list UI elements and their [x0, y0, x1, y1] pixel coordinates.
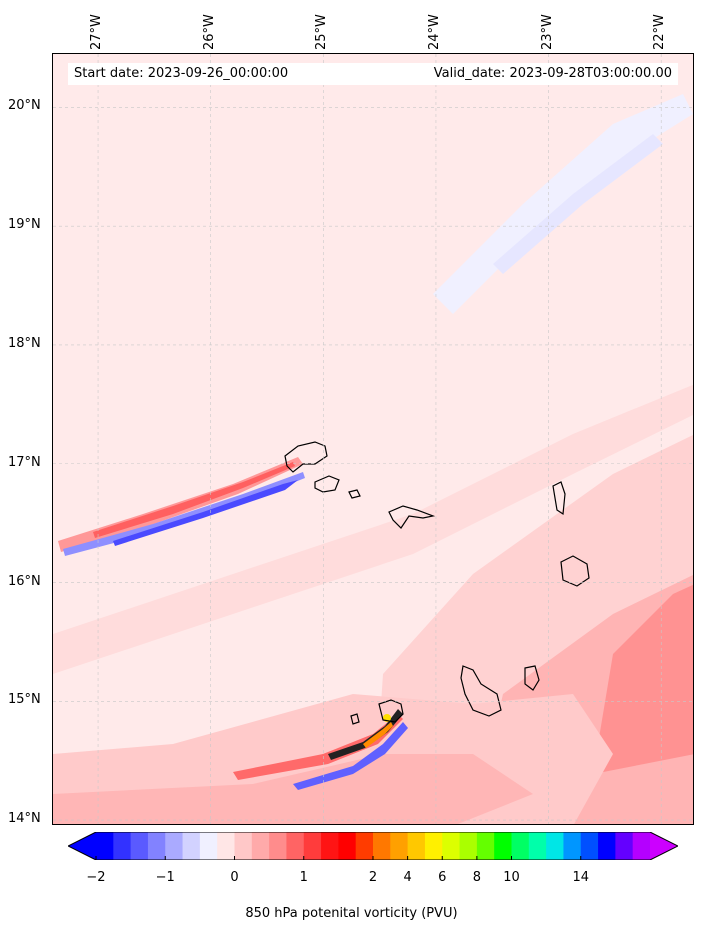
- island-brava: [350, 713, 360, 725]
- colorbar-swatch: [269, 832, 287, 860]
- colorbar-tick-label: 14: [572, 870, 590, 885]
- colorbar-swatch: [165, 832, 184, 860]
- pv-streak-blue-core-north: [113, 480, 298, 546]
- pv-contour-south-medium: [53, 754, 533, 824]
- colorbar-swatch: [546, 832, 564, 860]
- lon-tick-label: 23°W: [539, 14, 555, 50]
- valid-date-label: Valid_date: 2023-09-28T03:00:00.00: [408, 63, 678, 85]
- pv-contour-strong-east: [593, 584, 693, 774]
- map-gridlines: [53, 54, 693, 824]
- colorbar-tick-label: 4: [403, 870, 412, 885]
- colorbar-tick-label: 8: [472, 870, 482, 885]
- colorbar-tick-label: −1: [155, 870, 175, 885]
- island-maio: [524, 665, 540, 691]
- island-santo-antao: [284, 441, 328, 473]
- colorbar-swatch: [511, 832, 530, 860]
- island-sao-nicolau: [388, 505, 436, 529]
- pv-streak-red-south: [233, 714, 403, 780]
- colorbar-swatch: [130, 832, 149, 860]
- colorbar-swatch: [424, 832, 443, 860]
- start-date-label: Start date: 2023-09-26_00:00:00: [68, 63, 414, 85]
- colorbar-swatch: [390, 832, 409, 860]
- island-outlines: [284, 441, 590, 725]
- lon-tick-label: 24°W: [426, 14, 442, 50]
- pv-shading: [53, 94, 693, 824]
- lat-tick-label: 16°N: [8, 573, 41, 589]
- colorbar-swatch: [147, 832, 166, 860]
- lon-tick-label: 22°W: [652, 14, 668, 50]
- colorbar: [66, 831, 680, 861]
- lon-tick-label: 25°W: [314, 14, 330, 50]
- colorbar-swatch: [373, 832, 391, 860]
- colorbar-swatch: [494, 832, 512, 860]
- island-sal: [552, 481, 566, 516]
- island-boa-vista: [560, 555, 590, 587]
- colorbar-swatch: [113, 832, 132, 860]
- lon-tick-label: 26°W: [201, 14, 217, 50]
- lat-tick-label: 14°N: [8, 811, 41, 827]
- colorbar-label: 850 hPa potenital vorticity (PVU): [245, 906, 458, 921]
- colorbar-tick-label: 2: [368, 870, 378, 885]
- colorbar-extend-max: [650, 832, 678, 860]
- colorbar-swatch: [476, 832, 495, 860]
- lat-tick-label: 18°N: [8, 335, 41, 351]
- colorbar-tick-label: 10: [503, 870, 520, 885]
- colorbar-swatch: [286, 832, 305, 860]
- colorbar-swatch: [96, 832, 114, 860]
- colorbar-swatch: [615, 832, 634, 860]
- island-santa-luzia: [348, 489, 361, 499]
- colorbar-tick-label: 0: [230, 870, 239, 885]
- pv-contour-central-band: [53, 384, 693, 674]
- lat-tick-label: 17°N: [8, 454, 41, 470]
- colorbar-swatch: [199, 832, 218, 860]
- colorbar-swatch: [182, 832, 201, 860]
- colorbar-swatch: [459, 832, 478, 860]
- colorbar-swatch: [251, 832, 270, 860]
- colorbar-graphic: [66, 831, 680, 861]
- lat-tick-label: 15°N: [8, 692, 41, 708]
- pv-field-map: [53, 54, 693, 824]
- island-sao-vicente: [314, 475, 340, 493]
- map-panel: [52, 53, 694, 825]
- lon-tick-label: 27°W: [89, 14, 105, 50]
- pv-streamer-north: [58, 457, 305, 556]
- pv-streak-core-south: [328, 709, 403, 760]
- colorbar-swatch: [563, 832, 582, 860]
- colorbar-tick-label: −2: [86, 870, 106, 885]
- pv-streak-red-core-north: [93, 462, 295, 538]
- pv-streak-blue-south: [293, 722, 408, 790]
- colorbar-swatch: [338, 832, 357, 860]
- colorbar-swatch: [442, 832, 461, 860]
- pv-contour-north-blue: [493, 134, 663, 274]
- pv-streamer-south: [233, 709, 408, 790]
- colorbar-swatch: [528, 832, 547, 860]
- lat-tick-label: 19°N: [8, 217, 41, 233]
- colorbar-swatch: [632, 832, 651, 860]
- colorbar-swatch: [355, 832, 374, 860]
- island-fogo: [378, 699, 404, 723]
- colorbar-swatch: [217, 832, 235, 860]
- colorbar-swatch: [234, 832, 253, 860]
- colorbar-swatch: [580, 832, 599, 860]
- colorbar-swatch: [303, 832, 322, 860]
- colorbar-swatch: [407, 832, 426, 860]
- colorbar-tick-label: 6: [438, 870, 447, 885]
- colorbar-extend-min: [68, 832, 96, 860]
- colorbar-tick-label: 1: [299, 870, 308, 885]
- colorbar-swatch: [321, 832, 339, 860]
- pv-streak-blue-north: [63, 472, 305, 556]
- lat-tick-label: 20°N: [8, 98, 41, 114]
- colorbar-swatch: [598, 832, 616, 860]
- pv-streak-hot-south: [363, 722, 393, 748]
- island-santiago: [460, 665, 502, 717]
